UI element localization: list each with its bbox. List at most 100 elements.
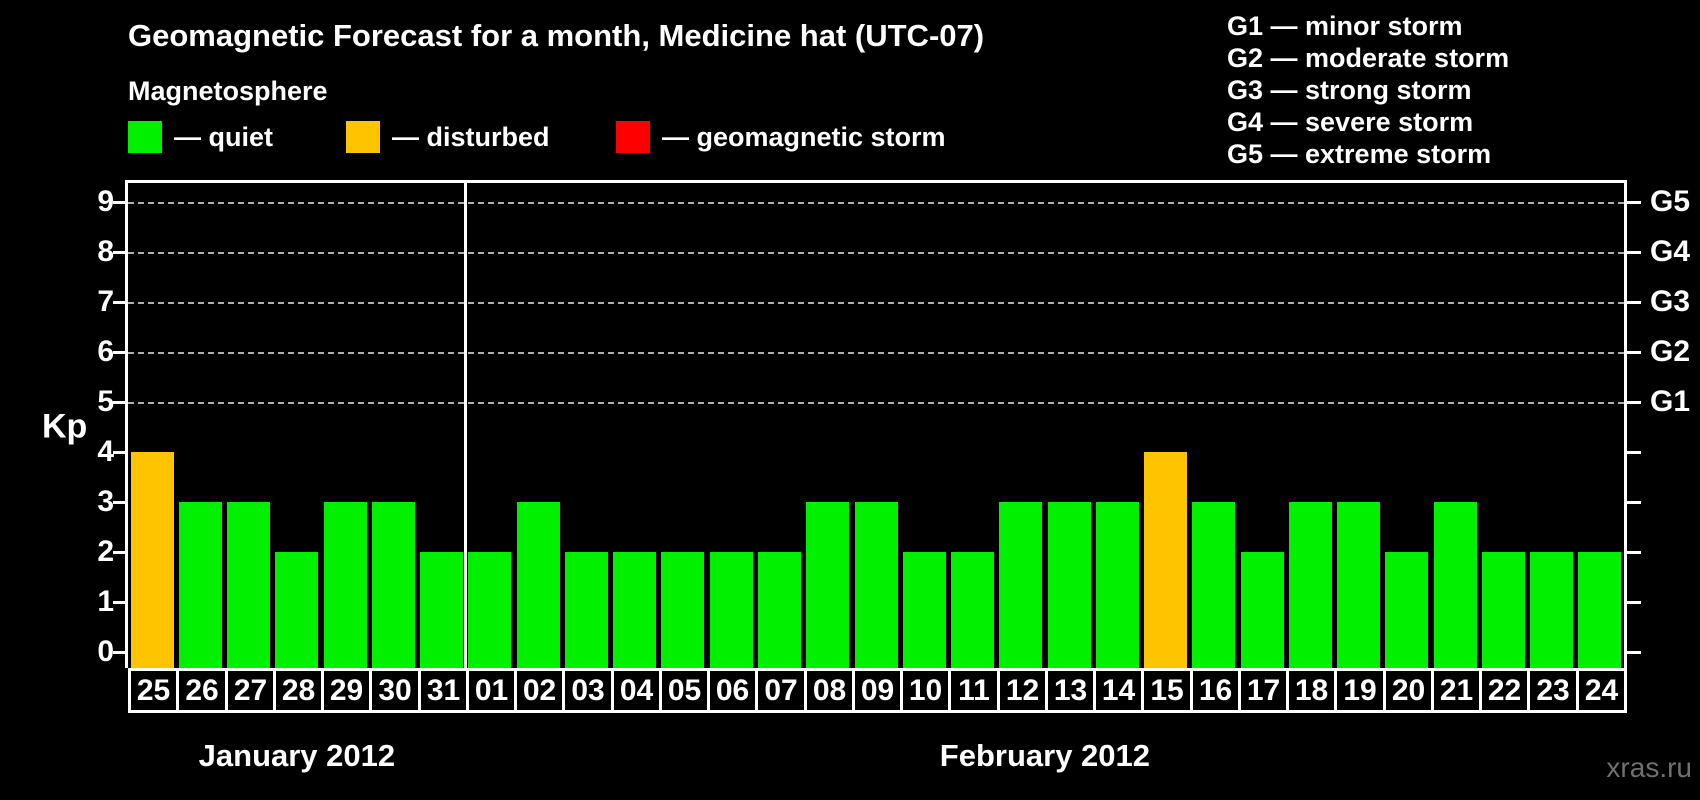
kp-bar-day-05 — [661, 552, 705, 668]
g-axis-label-G1: G1 — [1650, 385, 1691, 418]
y-axis-label-1: 1 — [97, 585, 114, 618]
g-scale-legend-line: G2 — moderate storm — [1227, 43, 1510, 73]
legend-item-label: — disturbed — [392, 121, 550, 152]
kp-bar-day-08 — [806, 502, 850, 668]
day-label-26: 26 — [176, 668, 228, 713]
kp-bar-day-24 — [1578, 552, 1622, 668]
y-axis-tick-right-5 — [1627, 400, 1641, 404]
day-label-02: 02 — [514, 668, 565, 713]
y-axis-tick-left-9 — [113, 200, 125, 204]
day-label-08: 08 — [804, 668, 855, 713]
day-label-06: 06 — [707, 668, 758, 713]
kp-bar-day-25 — [130, 452, 174, 668]
y-axis-line-left — [125, 183, 128, 668]
kp-bar-day-14 — [1095, 502, 1139, 668]
kp-bar-day-31 — [420, 552, 464, 668]
y-axis-tick-left-3 — [113, 500, 125, 504]
y-axis-label-3: 3 — [97, 485, 114, 518]
day-label-04: 04 — [611, 668, 662, 713]
kp-bar-day-29 — [323, 502, 367, 668]
y-axis-tick-right-4 — [1627, 450, 1641, 454]
y-axis-tick-right-0 — [1627, 650, 1641, 654]
kp-bar-day-20 — [1385, 552, 1429, 668]
kp-bar-day-11 — [951, 552, 995, 668]
y-axis-label-7: 7 — [97, 285, 114, 318]
kp-bar-day-09 — [854, 502, 898, 668]
gridline-kp-8 — [128, 252, 1624, 254]
y-axis-label-0: 0 — [97, 635, 114, 668]
y-axis-tick-right-1 — [1627, 600, 1641, 604]
y-axis-tick-left-7 — [113, 300, 125, 304]
kp-bar-day-23 — [1530, 552, 1574, 668]
legend-item-quiet: — quiet — [128, 120, 273, 154]
watermark: xras.ru — [1606, 752, 1692, 783]
kp-bar-day-28 — [275, 552, 319, 668]
kp-bar-day-07 — [757, 552, 801, 668]
day-label-24: 24 — [1576, 668, 1627, 713]
kp-bar-day-22 — [1481, 552, 1525, 668]
y-axis-tick-right-6 — [1627, 350, 1641, 354]
day-label-16: 16 — [1190, 668, 1241, 713]
kp-bar-day-17 — [1240, 552, 1284, 668]
day-label-21: 21 — [1431, 668, 1482, 713]
kp-bar-day-19 — [1337, 502, 1381, 668]
storm-swatch-icon — [616, 121, 650, 153]
legend-item-label: — quiet — [174, 121, 273, 152]
plot-top-border — [125, 180, 1627, 183]
gridline-kp-5 — [128, 402, 1624, 404]
y-axis-line-right — [1624, 183, 1627, 668]
month-label-february: February 2012 — [939, 738, 1151, 773]
g-scale-legend: G1 — minor storm G2 — moderate storm G3 … — [1227, 10, 1509, 170]
kp-bar-day-13 — [1047, 502, 1091, 668]
day-label-19: 19 — [1334, 668, 1386, 713]
g-axis-label-G5: G5 — [1650, 185, 1691, 218]
y-axis-label-9: 9 — [97, 185, 114, 218]
kp-bar-day-02 — [516, 502, 560, 668]
day-label-27: 27 — [225, 668, 276, 713]
g-axis-label-G2: G2 — [1650, 335, 1691, 368]
month-label-january: January 2012 — [198, 738, 396, 773]
kp-bar-day-30 — [371, 502, 415, 668]
y-axis-tick-left-1 — [113, 600, 125, 604]
y-axis-label-6: 6 — [97, 335, 114, 368]
y-axis-tick-left-6 — [113, 350, 125, 354]
legend-item-label: — geomagnetic storm — [662, 121, 946, 152]
day-label-29: 29 — [321, 668, 372, 713]
g-scale-legend-line: G5 — extreme storm — [1227, 139, 1492, 169]
y-axis-tick-right-9 — [1627, 200, 1641, 204]
day-label-17: 17 — [1238, 668, 1289, 713]
kp-bar-day-15 — [1144, 452, 1188, 668]
y-axis-label-2: 2 — [97, 535, 114, 568]
y-axis-tick-left-0 — [113, 650, 125, 654]
kp-bar-day-27 — [227, 502, 271, 668]
kp-bar-day-06 — [709, 552, 753, 668]
kp-bar-day-26 — [178, 502, 222, 668]
day-label-25: 25 — [128, 668, 179, 713]
day-label-03: 03 — [562, 668, 614, 713]
g-scale-legend-line: G4 — severe storm — [1227, 107, 1474, 137]
quiet-swatch-icon — [128, 121, 162, 153]
day-label-23: 23 — [1527, 668, 1579, 713]
day-label-12: 12 — [997, 668, 1048, 713]
kp-bar-day-01 — [468, 552, 512, 668]
day-label-01: 01 — [466, 668, 517, 713]
g-axis-label-G4: G4 — [1650, 235, 1691, 268]
disturbed-swatch-icon — [346, 121, 380, 153]
y-axis-tick-right-3 — [1627, 500, 1641, 504]
y-axis-tick-left-2 — [113, 550, 125, 554]
day-label-31: 31 — [418, 668, 469, 713]
day-label-30: 30 — [369, 668, 421, 713]
g-scale-legend-line: G3 — strong storm — [1227, 75, 1472, 105]
y-axis-title: Kp — [42, 407, 88, 446]
y-axis-label-5: 5 — [97, 385, 114, 418]
y-axis-tick-right-7 — [1627, 300, 1641, 304]
y-axis-tick-left-8 — [113, 250, 125, 254]
gridline-kp-9 — [128, 202, 1624, 204]
kp-bar-day-16 — [1192, 502, 1236, 668]
y-axis-label-4: 4 — [97, 435, 114, 468]
y-axis-tick-left-4 — [113, 450, 125, 454]
kp-bar-day-04 — [613, 552, 657, 668]
day-label-28: 28 — [273, 668, 324, 713]
day-label-20: 20 — [1383, 668, 1434, 713]
